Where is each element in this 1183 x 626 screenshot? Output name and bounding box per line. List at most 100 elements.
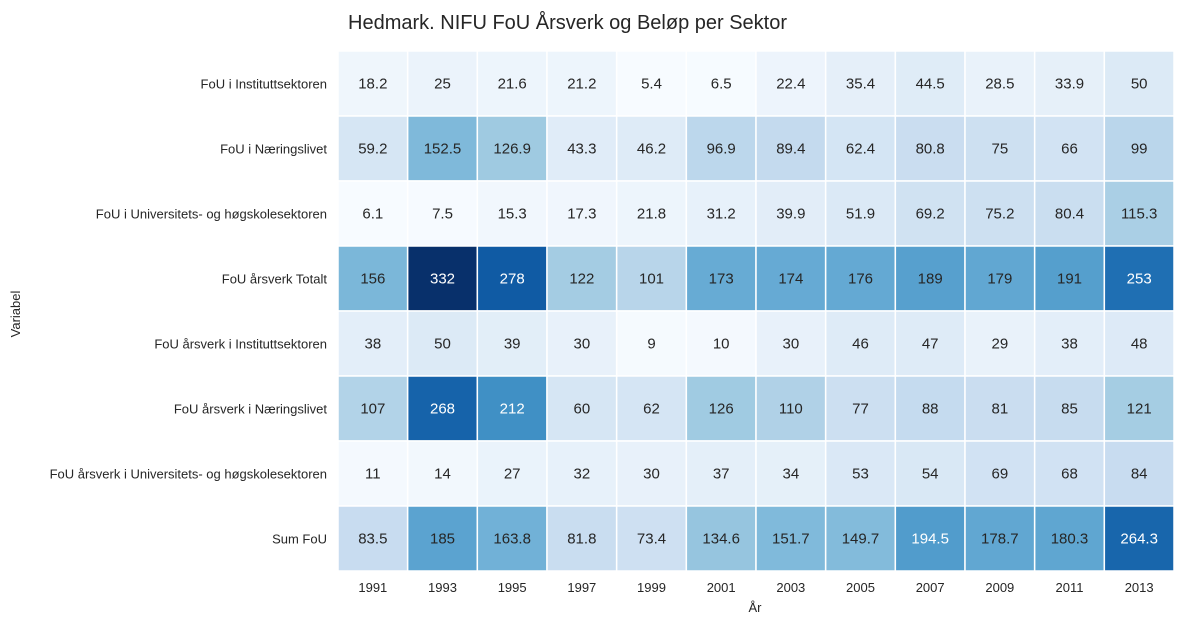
cell-value-label: 39.9	[776, 206, 805, 223]
heatmap-cell	[476, 245, 548, 312]
cell-value-label: 96.9	[707, 141, 736, 158]
cell-value-label: 73.4	[637, 531, 666, 548]
cell-value-label: 6.5	[711, 76, 732, 93]
heatmap-cell	[755, 375, 827, 442]
heatmap-cell	[755, 440, 827, 507]
row-tick-label: FoU i Næringslivet	[220, 142, 327, 157]
heatmap-cell	[964, 50, 1036, 117]
cell-value-label: 59.2	[358, 141, 387, 158]
cell-value-label: 46	[852, 336, 869, 353]
cell-value-label: 11	[365, 466, 381, 483]
cell-value-label: 122	[569, 271, 594, 288]
heatmap-cell	[964, 245, 1036, 312]
chart-title: Hedmark. NIFU FoU Årsverk og Beløp per S…	[348, 11, 787, 34]
heatmap-cell	[476, 310, 548, 377]
heatmap-cell	[546, 245, 618, 312]
heatmap-cell	[337, 505, 409, 572]
heatmap-cell	[824, 115, 897, 182]
cell-value-label: 88	[922, 401, 939, 418]
cell-value-label: 156	[360, 271, 385, 288]
heatmap-cell	[406, 310, 479, 377]
cell-value-label: 66	[1061, 141, 1078, 158]
heatmap-cell	[1033, 505, 1106, 572]
column-tick-label: 2001	[707, 580, 736, 595]
heatmap-cell	[824, 505, 897, 572]
cell-value-label: 60	[573, 401, 590, 418]
cell-value-label: 264.3	[1120, 531, 1158, 548]
cell-value-label: 89.4	[776, 141, 805, 158]
cell-value-label: 34	[782, 466, 799, 483]
cell-value-label: 21.8	[637, 206, 666, 223]
cell-value-label: 149.7	[842, 531, 880, 548]
column-tick-label: 2009	[985, 580, 1014, 595]
cell-value-label: 194.5	[911, 531, 949, 548]
cell-value-label: 51.9	[846, 206, 875, 223]
cell-value-label: 68	[1061, 466, 1078, 483]
heatmap-cell	[406, 115, 479, 182]
cell-value-label: 33.9	[1055, 76, 1084, 93]
cell-value-label: 38	[364, 336, 381, 353]
heatmap-cell	[894, 440, 966, 507]
cell-value-label: 126	[709, 401, 734, 418]
heatmap-cell	[964, 440, 1036, 507]
column-tick-label: 1991	[358, 580, 387, 595]
cell-value-label: 253	[1127, 271, 1152, 288]
cell-value-label: 29	[991, 336, 1008, 353]
heatmap-cells: 18.2 25 21.6 21.2 5.4 6.5 22.4 35.4 44.5 28.5 33.9…	[337, 50, 1175, 572]
cell-value-label: 30	[782, 336, 799, 353]
cell-value-label: 69.2	[916, 206, 945, 223]
cell-value-label: 5.4	[641, 76, 662, 93]
cell-value-label: 30	[573, 336, 590, 353]
heatmap-cell	[406, 505, 479, 572]
heatmap-cell	[337, 245, 409, 312]
cell-value-label: 163.8	[493, 531, 531, 548]
heatmap-cell	[1033, 440, 1106, 507]
heatmap-cell	[406, 50, 479, 117]
column-tick-label: 2013	[1125, 580, 1154, 595]
heatmap-cell	[337, 310, 409, 377]
cell-value-label: 174	[778, 271, 803, 288]
cell-value-label: 101	[639, 271, 664, 288]
cell-value-label: 48	[1131, 336, 1148, 353]
heatmap-cell	[1103, 245, 1175, 312]
heatmap-cell	[546, 440, 618, 507]
cell-value-label: 115.3	[1121, 206, 1157, 223]
cell-value-label: 152.5	[424, 141, 462, 158]
heatmap-cell	[894, 245, 966, 312]
cell-value-label: 53	[852, 466, 869, 483]
heatmap-cell	[755, 245, 827, 312]
cell-value-label: 77	[852, 401, 869, 418]
row-tick-label: Sum FoU	[272, 532, 327, 547]
column-tick-label: 1999	[637, 580, 666, 595]
cell-value-label: 38	[1061, 336, 1078, 353]
cell-value-label: 31.2	[707, 206, 736, 223]
cell-value-label: 80.4	[1055, 206, 1084, 223]
cell-value-label: 21.2	[567, 76, 596, 93]
cell-value-label: 28.5	[985, 76, 1014, 93]
cell-value-label: 62.4	[846, 141, 875, 158]
cell-value-label: 75.2	[985, 206, 1014, 223]
heatmap-cell	[337, 375, 409, 442]
heatmap-cell	[546, 180, 618, 247]
cell-value-label: 15.3	[498, 206, 527, 223]
cell-value-label: 134.6	[702, 531, 740, 548]
y-axis-label: Variabel	[8, 291, 23, 338]
heatmap-cell	[755, 505, 827, 572]
heatmap-cell	[615, 310, 688, 377]
heatmap-cell	[685, 115, 757, 182]
heatmap-cell	[894, 505, 966, 572]
cell-value-label: 278	[500, 271, 525, 288]
heatmap-cell	[476, 440, 548, 507]
cell-value-label: 43.3	[567, 141, 596, 158]
column-tick-label: 1995	[498, 580, 527, 595]
column-tick-label: 2003	[776, 580, 805, 595]
heatmap-cell	[546, 505, 618, 572]
column-tick-label: 1997	[567, 580, 596, 595]
cell-value-label: 14	[434, 466, 451, 483]
heatmap-cell	[964, 505, 1036, 572]
heatmap-cell	[964, 375, 1036, 442]
cell-value-label: 173	[709, 271, 734, 288]
cell-value-label: 179	[987, 271, 1012, 288]
heatmap-cell	[1033, 310, 1106, 377]
cell-value-label: 54	[922, 466, 939, 483]
